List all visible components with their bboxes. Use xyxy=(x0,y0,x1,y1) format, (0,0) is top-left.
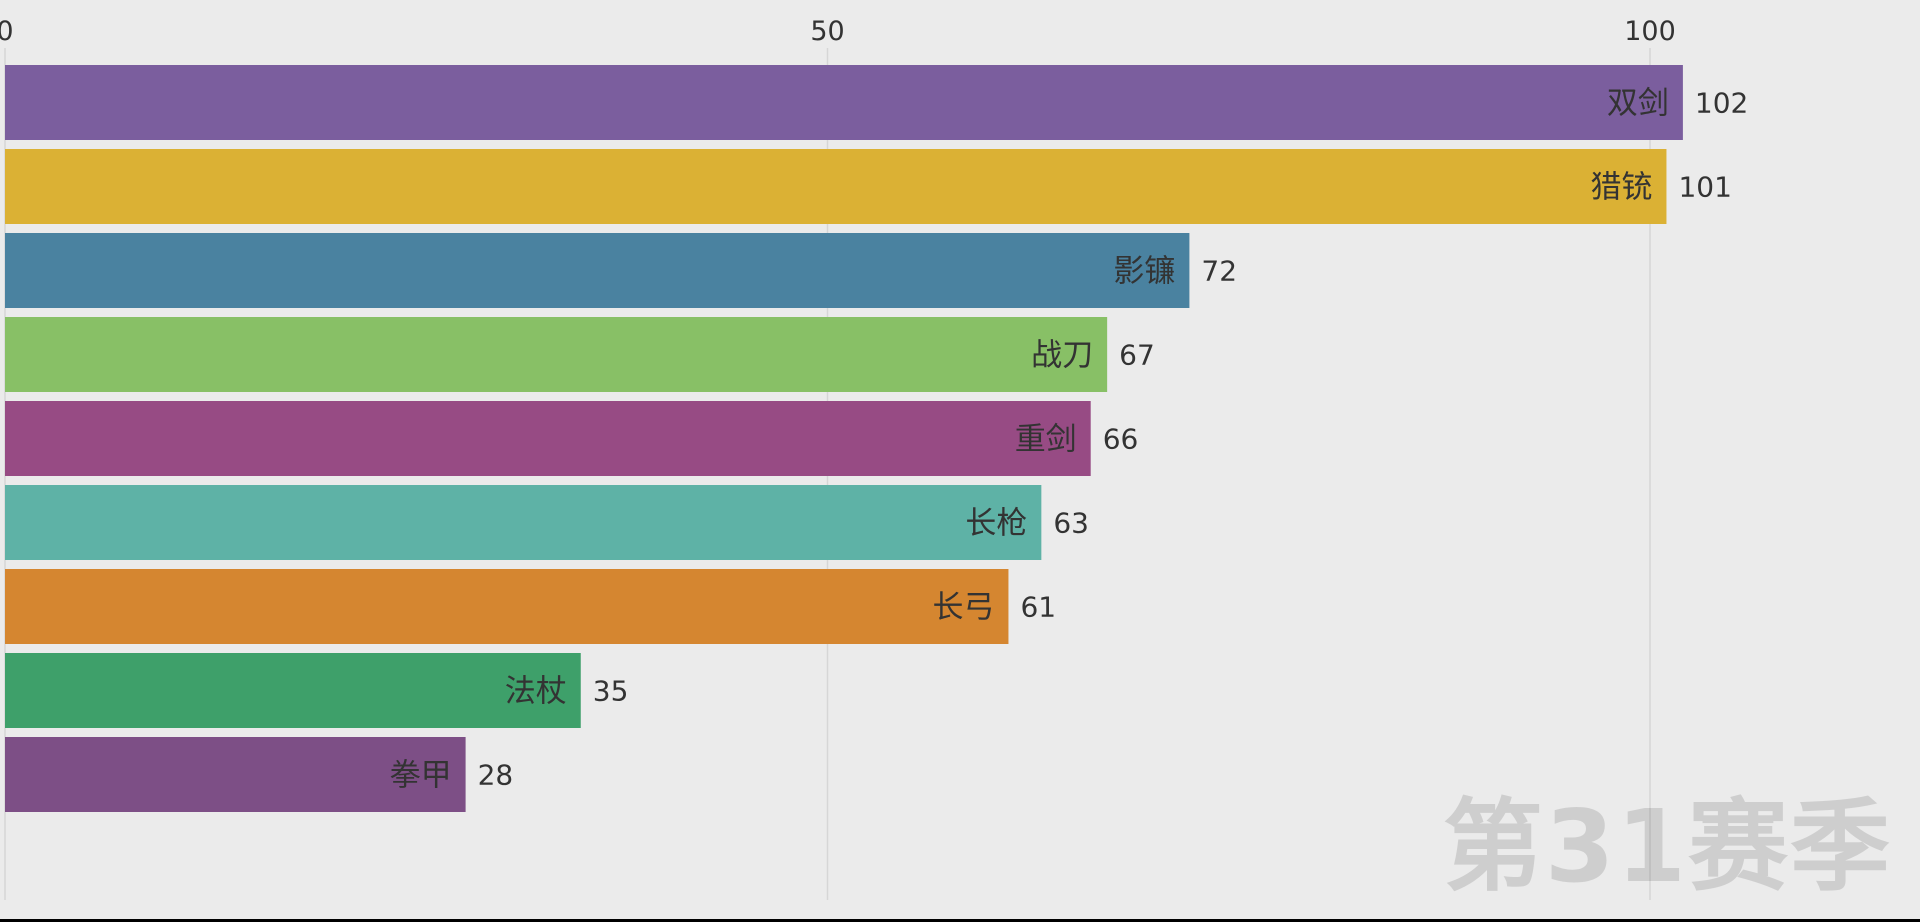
bar-value-label: 67 xyxy=(1119,339,1155,372)
bar-value-label: 35 xyxy=(593,675,629,708)
season-annotation: 第31赛季 xyxy=(1442,788,1892,905)
bar-value-label: 101 xyxy=(1678,171,1731,204)
bar xyxy=(5,317,1108,392)
bar-category-label: 重剑 xyxy=(1015,422,1077,458)
bar-value-label: 61 xyxy=(1020,591,1056,624)
x-tick-label: 100 xyxy=(1624,16,1676,47)
bar-category-label: 猎铳 xyxy=(1590,170,1652,206)
x-tick-label: 50 xyxy=(810,16,844,47)
bar-value-label: 72 xyxy=(1201,255,1237,288)
bar xyxy=(5,485,1042,560)
bar-category-label: 长枪 xyxy=(965,506,1027,542)
bar xyxy=(5,401,1091,476)
bar-category-label: 拳甲 xyxy=(390,758,452,794)
bar xyxy=(5,737,466,812)
bar-value-label: 28 xyxy=(478,759,514,792)
bar-category-label: 双剑 xyxy=(1607,86,1669,122)
bar xyxy=(5,569,1009,644)
bar-category-label: 影镰 xyxy=(1113,254,1175,290)
bar xyxy=(5,149,1667,224)
bar xyxy=(5,65,1683,140)
bar-value-label: 102 xyxy=(1695,87,1748,120)
bar xyxy=(5,233,1190,308)
bar xyxy=(5,653,581,728)
bar-value-label: 66 xyxy=(1103,423,1139,456)
x-tick-label: 0 xyxy=(0,16,14,47)
bar-value-label: 63 xyxy=(1053,507,1089,540)
bar-category-label: 法杖 xyxy=(505,674,567,710)
bar-category-label: 长弓 xyxy=(932,590,994,626)
bar-category-label: 战刀 xyxy=(1031,338,1093,374)
